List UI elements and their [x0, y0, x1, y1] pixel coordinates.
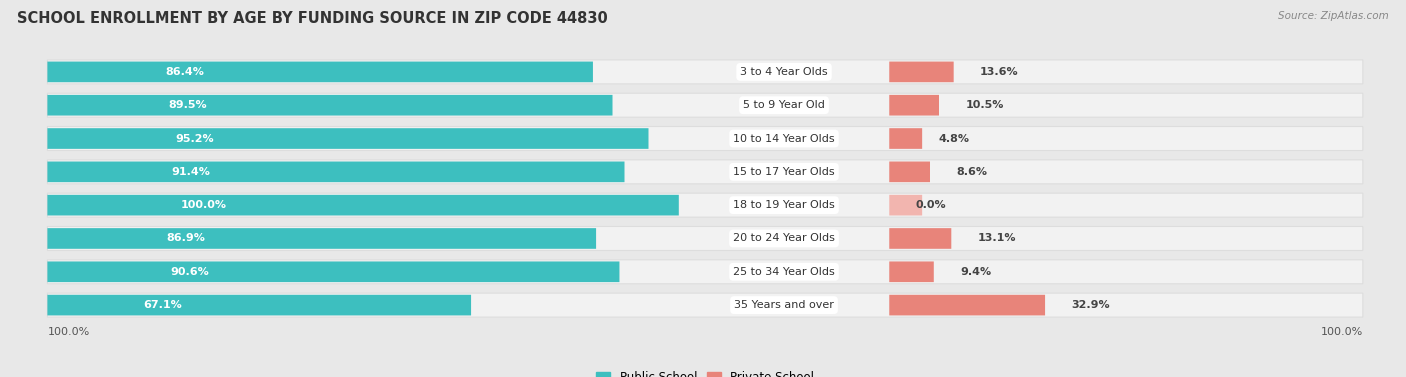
- Text: 90.6%: 90.6%: [170, 267, 209, 277]
- FancyBboxPatch shape: [48, 128, 648, 149]
- Text: 20 to 24 Year Olds: 20 to 24 Year Olds: [733, 233, 835, 244]
- FancyBboxPatch shape: [48, 262, 620, 282]
- FancyBboxPatch shape: [48, 193, 1362, 217]
- Text: 3 to 4 Year Olds: 3 to 4 Year Olds: [740, 67, 828, 77]
- Text: 15 to 17 Year Olds: 15 to 17 Year Olds: [733, 167, 835, 177]
- Text: 91.4%: 91.4%: [172, 167, 209, 177]
- FancyBboxPatch shape: [48, 295, 471, 316]
- FancyBboxPatch shape: [48, 93, 1362, 117]
- FancyBboxPatch shape: [48, 61, 593, 82]
- Text: 35 Years and over: 35 Years and over: [734, 300, 834, 310]
- FancyBboxPatch shape: [48, 95, 613, 115]
- Text: SCHOOL ENROLLMENT BY AGE BY FUNDING SOURCE IN ZIP CODE 44830: SCHOOL ENROLLMENT BY AGE BY FUNDING SOUR…: [17, 11, 607, 26]
- Text: 100.0%: 100.0%: [48, 327, 90, 337]
- Text: 89.5%: 89.5%: [169, 100, 208, 110]
- FancyBboxPatch shape: [889, 262, 934, 282]
- Text: 4.8%: 4.8%: [938, 133, 969, 144]
- FancyBboxPatch shape: [889, 128, 922, 149]
- FancyBboxPatch shape: [48, 160, 1362, 184]
- Text: 5 to 9 Year Old: 5 to 9 Year Old: [744, 100, 825, 110]
- Text: 10 to 14 Year Olds: 10 to 14 Year Olds: [733, 133, 835, 144]
- FancyBboxPatch shape: [889, 228, 952, 249]
- FancyBboxPatch shape: [889, 295, 1045, 316]
- Text: Source: ZipAtlas.com: Source: ZipAtlas.com: [1278, 11, 1389, 21]
- FancyBboxPatch shape: [889, 61, 953, 82]
- FancyBboxPatch shape: [889, 95, 939, 115]
- Text: 0.0%: 0.0%: [915, 200, 946, 210]
- FancyBboxPatch shape: [48, 195, 679, 216]
- Text: 32.9%: 32.9%: [1071, 300, 1109, 310]
- Text: 86.4%: 86.4%: [166, 67, 204, 77]
- Text: 10.5%: 10.5%: [966, 100, 1004, 110]
- FancyBboxPatch shape: [48, 260, 1362, 284]
- Text: 86.9%: 86.9%: [166, 233, 205, 244]
- Legend: Public School, Private School: Public School, Private School: [592, 366, 818, 377]
- Text: 13.6%: 13.6%: [980, 67, 1018, 77]
- FancyBboxPatch shape: [48, 60, 1362, 84]
- Text: 67.1%: 67.1%: [143, 300, 183, 310]
- FancyBboxPatch shape: [889, 195, 922, 216]
- Text: 100.0%: 100.0%: [1320, 327, 1362, 337]
- FancyBboxPatch shape: [48, 228, 596, 249]
- FancyBboxPatch shape: [48, 161, 624, 182]
- Text: 13.1%: 13.1%: [977, 233, 1017, 244]
- FancyBboxPatch shape: [48, 127, 1362, 150]
- Text: 100.0%: 100.0%: [181, 200, 226, 210]
- FancyBboxPatch shape: [48, 293, 1362, 317]
- Text: 95.2%: 95.2%: [176, 133, 214, 144]
- Text: 18 to 19 Year Olds: 18 to 19 Year Olds: [733, 200, 835, 210]
- FancyBboxPatch shape: [48, 227, 1362, 250]
- FancyBboxPatch shape: [889, 161, 929, 182]
- Text: 8.6%: 8.6%: [956, 167, 987, 177]
- Text: 25 to 34 Year Olds: 25 to 34 Year Olds: [733, 267, 835, 277]
- Text: 9.4%: 9.4%: [960, 267, 991, 277]
